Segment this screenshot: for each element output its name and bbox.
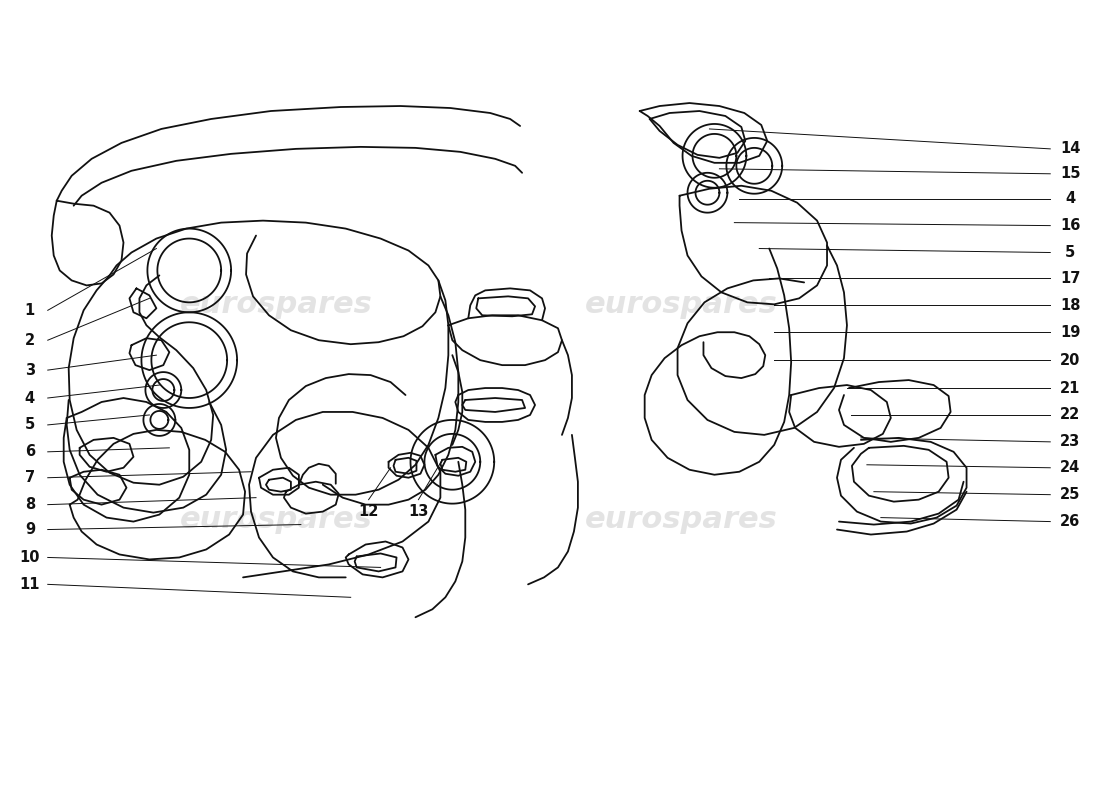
Text: 11: 11 [20,577,40,592]
Text: 16: 16 [1060,218,1080,233]
Text: 15: 15 [1060,166,1080,182]
Text: 6: 6 [25,444,35,459]
Text: 2: 2 [25,333,35,348]
Text: 25: 25 [1060,487,1080,502]
Text: 5: 5 [24,418,35,433]
Text: 8: 8 [24,497,35,512]
Text: 20: 20 [1060,353,1080,368]
Text: 21: 21 [1060,381,1080,395]
Text: eurospares: eurospares [585,505,778,534]
Text: 22: 22 [1060,407,1080,422]
Text: 26: 26 [1060,514,1080,529]
Text: eurospares: eurospares [585,290,778,319]
Text: 19: 19 [1060,325,1080,340]
Text: 23: 23 [1060,434,1080,450]
Text: eurospares: eurospares [179,290,372,319]
Text: 12: 12 [359,504,378,519]
Text: 9: 9 [25,522,35,537]
Text: 4: 4 [1065,191,1076,206]
Text: 5: 5 [1065,245,1076,260]
Text: 10: 10 [20,550,40,565]
Text: 4: 4 [25,390,35,406]
Text: 3: 3 [25,362,35,378]
Text: 18: 18 [1060,298,1080,313]
Text: eurospares: eurospares [179,505,372,534]
Text: 24: 24 [1060,460,1080,475]
Text: 17: 17 [1060,271,1080,286]
Text: 1: 1 [24,303,35,318]
Text: 7: 7 [25,470,35,486]
Text: 14: 14 [1060,142,1080,156]
Text: 13: 13 [408,504,429,519]
